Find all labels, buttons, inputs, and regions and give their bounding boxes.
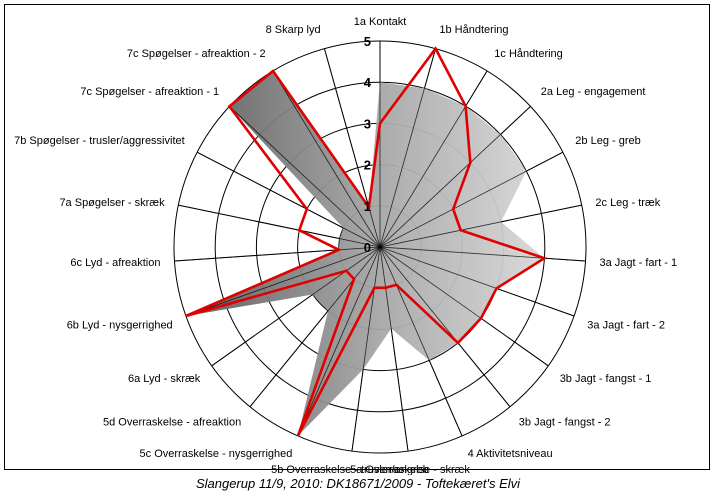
axis-label: 5c Overraskelse - nysgerrighed [140, 448, 293, 460]
chart-caption: Slangerup 11/9, 2010: DK18671/2009 - Tof… [195, 476, 521, 491]
axis-label: 1a Kontakt [354, 16, 407, 28]
tick-label: 3 [364, 116, 371, 131]
grid-spoke-overlay [379, 106, 531, 248]
grid-spoke-overlay [324, 48, 381, 248]
axis-label: 2b Leg - greb [575, 135, 640, 147]
grid-spoke-overlay [297, 246, 381, 437]
axis-label: 7c Spøgelser - afreaktion - 1 [80, 86, 219, 98]
axis-label: 5a Overraskelse - skræk [350, 464, 470, 475]
axis-label: 3b Jagt - fangst - 2 [519, 417, 611, 429]
axis-label: 3a Jagt - fart - 1 [600, 257, 678, 269]
grid-spoke-overlay [249, 246, 381, 408]
grid-spoke-overlay [379, 246, 463, 437]
tick-label: 5 [364, 34, 371, 49]
radar-axis-labels: 1a Kontakt 1b Håndtering 1c Håndtering 2a L… [14, 16, 677, 475]
grid-spoke-overlay [379, 246, 549, 367]
axis-label: 7c Spøgelser - afreaktion - 2 [127, 48, 266, 60]
tick-label: 1 [364, 199, 371, 214]
radar-chart: 1a Kontakt 1b Håndtering 1c Håndtering 2a L… [14, 16, 677, 475]
grid-spoke-overlay [272, 70, 381, 248]
series-area-polygon [185, 71, 545, 436]
axis-label: 1c Håndtering [494, 48, 563, 60]
grid-spoke-overlay [379, 48, 436, 248]
axis-label: 5b Overraskelse - trusler/angreb [271, 464, 429, 475]
axis-label: 3a Jagt - fart - 2 [587, 320, 665, 332]
radar-tick-labels: 0 1 2 3 4 5 [364, 34, 372, 255]
grid-spoke-overlay [379, 204, 582, 248]
axis-label: 2a Leg - engagement [541, 86, 646, 98]
tick-label: 2 [364, 158, 371, 173]
axis-label: 7a Spøgelser - skræk [59, 197, 165, 209]
grid-spoke-overlay [196, 151, 381, 248]
axis-label: 1b Håndtering [439, 24, 508, 36]
axis-label: 6a Lyd - skræk [128, 373, 201, 385]
tick-label: 4 [364, 75, 372, 90]
grid-spoke-overlay [229, 106, 381, 248]
axis-label: 6b Lyd - nysgerrighed [67, 320, 173, 332]
grid-spoke-overlay [379, 70, 488, 248]
grid-spoke-overlay [379, 246, 575, 317]
axis-label: 8 Skarp lyd [266, 24, 321, 36]
tick-label: 0 [364, 240, 371, 255]
axis-label: 4 Aktivitetsniveau [468, 448, 553, 460]
grid-spoke-overlay [211, 246, 381, 367]
grid-spoke-overlay [185, 246, 381, 317]
axis-label: 3b Jagt - fangst - 1 [560, 373, 652, 385]
grid-spoke-overlay [379, 246, 586, 262]
axis-label: 7b Spøgelser - trusler/aggressivitet [14, 135, 185, 147]
grid-spoke-overlay [178, 204, 381, 248]
grid-spoke-overlay [379, 246, 511, 408]
grid-spoke-overlay [351, 246, 381, 452]
grid-spoke-overlay [174, 246, 381, 262]
series-line-polygon [185, 46, 548, 437]
axis-label: 5d Overraskelse - afreaktion [103, 417, 241, 429]
grid-spoke-overlay [379, 246, 409, 452]
axis-label: 2c Leg - træk [595, 197, 660, 209]
radar-series [174, 41, 586, 452]
axis-label: 6c Lyd - afreaktion [70, 257, 160, 269]
grid-spoke-overlay [379, 151, 564, 248]
